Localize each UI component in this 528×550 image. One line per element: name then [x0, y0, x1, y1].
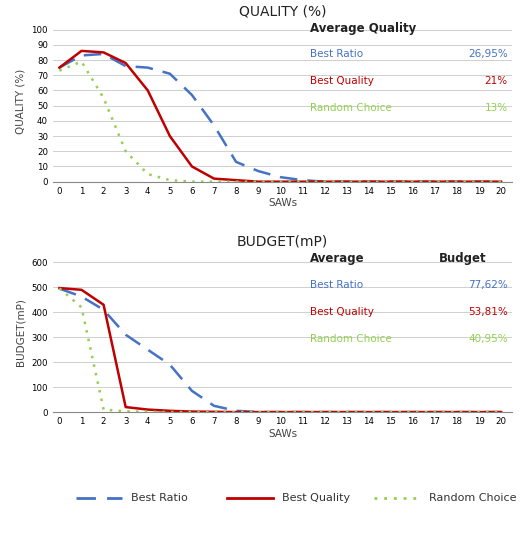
- Text: Random Choice: Random Choice: [310, 103, 392, 113]
- Text: Random Choice: Random Choice: [310, 334, 392, 344]
- Text: 26,95%: 26,95%: [468, 49, 507, 59]
- Text: 13%: 13%: [485, 103, 507, 113]
- Text: 40,95%: 40,95%: [468, 334, 507, 344]
- X-axis label: SAWs: SAWs: [268, 428, 297, 439]
- Text: Best Quality: Best Quality: [310, 76, 374, 86]
- Title: QUALITY (%): QUALITY (%): [239, 4, 326, 18]
- X-axis label: SAWs: SAWs: [268, 199, 297, 208]
- Text: Best Ratio: Best Ratio: [310, 49, 363, 59]
- Y-axis label: BUDGET(mP): BUDGET(mP): [16, 298, 26, 366]
- Text: Average Quality: Average Quality: [310, 22, 416, 35]
- Text: Random Choice: Random Choice: [429, 493, 517, 503]
- Text: Budget: Budget: [439, 252, 486, 266]
- Text: 21%: 21%: [485, 76, 507, 86]
- Y-axis label: QUALITY (%): QUALITY (%): [16, 69, 26, 134]
- Text: Average: Average: [310, 252, 365, 266]
- Text: 53,81%: 53,81%: [468, 307, 507, 317]
- Text: Best Quality: Best Quality: [282, 493, 351, 503]
- Text: Best Ratio: Best Ratio: [310, 279, 363, 289]
- Text: 77,62%: 77,62%: [468, 279, 507, 289]
- Title: BUDGET(mP): BUDGET(mP): [237, 234, 328, 249]
- Text: Best Quality: Best Quality: [310, 307, 374, 317]
- Text: Best Ratio: Best Ratio: [131, 493, 187, 503]
